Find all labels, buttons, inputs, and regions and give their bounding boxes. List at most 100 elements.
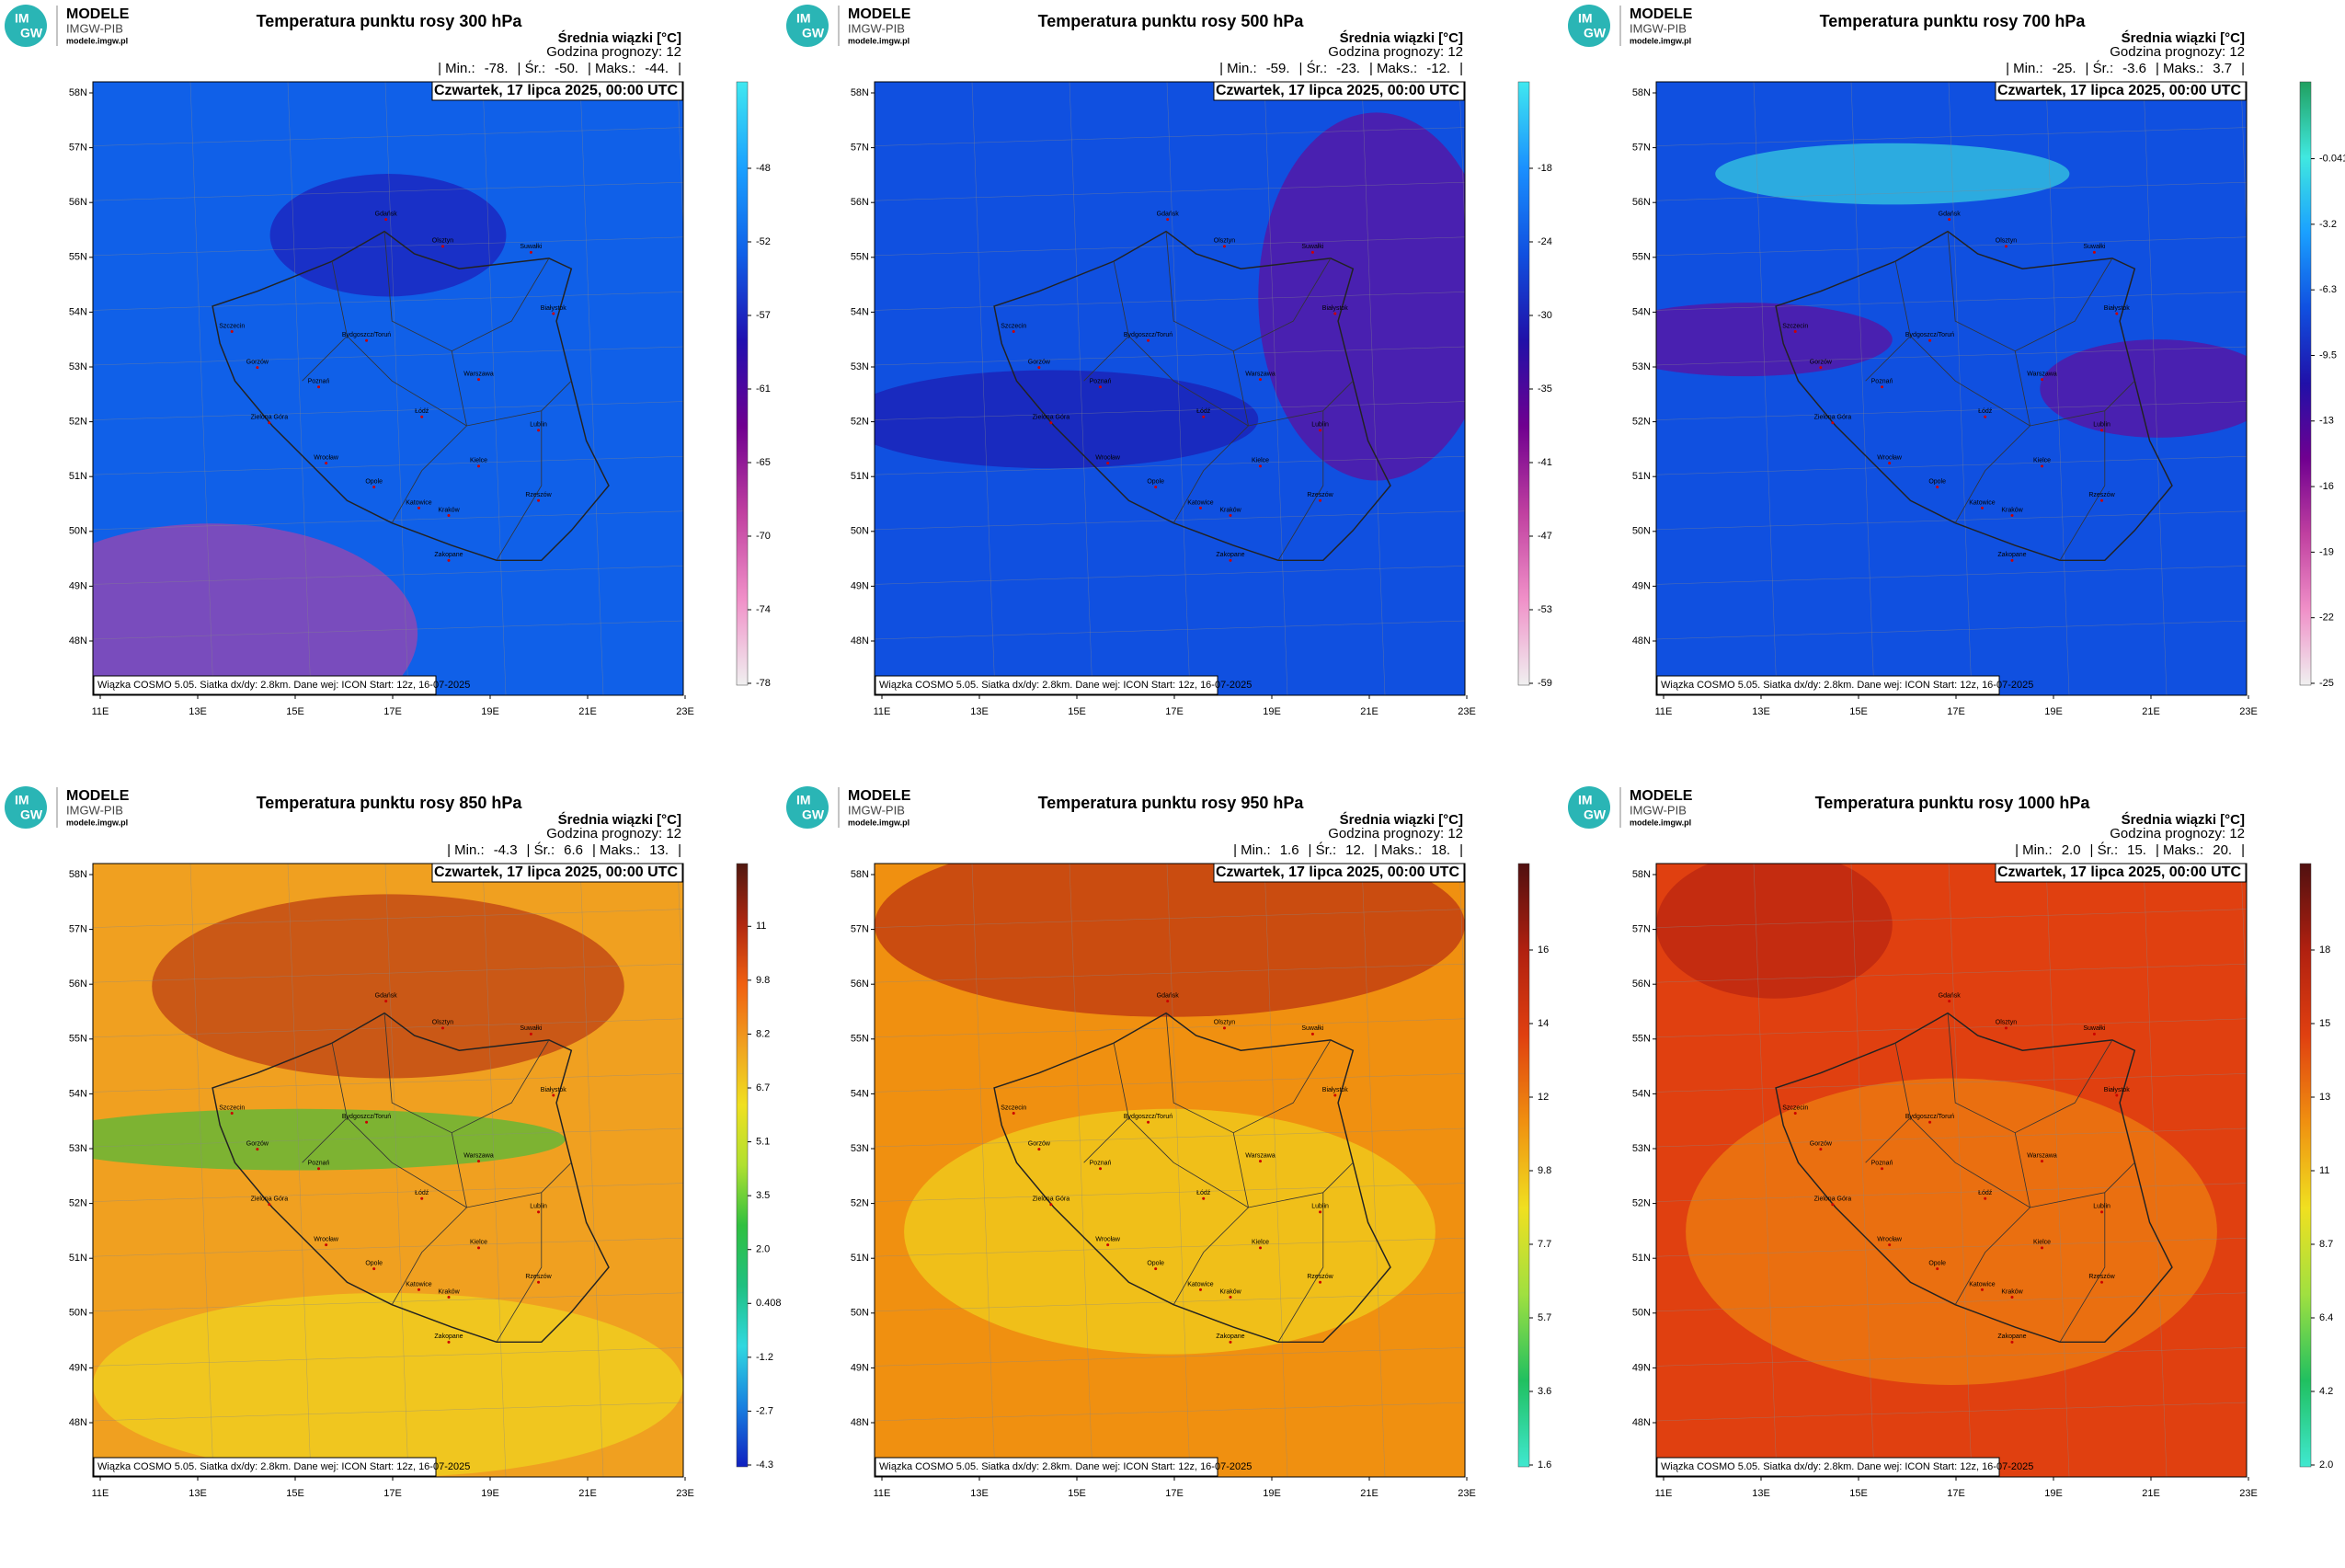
map-title: Temperatura punktu rosy 700 hPa: [1820, 12, 2087, 30]
parallel: [875, 292, 1465, 311]
meridian: [677, 864, 683, 1017]
date-box: [431, 81, 683, 101]
forecast-hour: Godzina prognozy: 12: [2110, 826, 2245, 841]
colorbar-label: -22: [2319, 612, 2334, 624]
map-area: Gdańsk Olsztyn Suwałki Szczecin Białystok Byd…: [93, 864, 683, 1477]
stats-item: | Maks.:: [2156, 61, 2203, 76]
parallel: [93, 1183, 683, 1202]
city-label: Suwałki: [520, 244, 543, 250]
lon-label: 15E: [1068, 706, 1086, 717]
lat-label: 50N: [1632, 526, 1651, 537]
meridian: [2143, 864, 2168, 1477]
subtitle: Średnia wiązki [°C]: [2122, 811, 2245, 828]
city-dot: [1229, 1296, 1232, 1299]
footer-box: [93, 675, 437, 695]
city-dot: [417, 1288, 420, 1291]
parallel: [875, 1402, 1465, 1422]
city-dot: [1936, 1267, 1939, 1271]
region-border: [1083, 231, 1354, 561]
lon-label: 13E: [970, 1488, 989, 1499]
colorbar-label: -52: [756, 236, 771, 247]
city-dot: [552, 1093, 555, 1097]
city-label: Suwałki: [2083, 244, 2106, 250]
map-field-blob: [904, 1108, 1436, 1355]
logo-name: MODELE: [66, 6, 130, 22]
footer: Wiązka COSMO 5.05. Siatka dx/dy: 2.8km. …: [879, 680, 1252, 691]
lat-label: 58N: [69, 87, 87, 98]
city-label: Rzeszów: [1307, 1274, 1333, 1280]
city-label: Kielce: [1252, 458, 1269, 464]
city-dot: [1936, 486, 1939, 489]
parallel: [875, 127, 1465, 146]
city-label: Katowice: [1969, 499, 1996, 506]
meridian: [1069, 82, 1093, 695]
colorbar-label: 2.0: [2319, 1459, 2333, 1471]
parallel: [93, 1018, 683, 1038]
city-dot: [317, 1167, 321, 1171]
city-label: Zakopane: [1997, 1333, 2026, 1340]
city-dot: [365, 1120, 369, 1124]
colorbar-label: -78: [756, 678, 771, 689]
city-label: Szczecin: [1782, 1104, 1808, 1111]
stats-item: | Śr.:: [1309, 841, 1337, 858]
parallel: [93, 566, 683, 585]
stats-item: |: [678, 842, 681, 858]
city-label: Wrocław: [1095, 454, 1121, 461]
lat-label: 53N: [851, 1143, 869, 1154]
forecast-hour: Godzina prognozy: 12: [1328, 44, 1463, 60]
footer-box: [1656, 675, 2000, 695]
colorbar-label: 8.2: [756, 1028, 770, 1039]
lon-label: 23E: [2239, 1488, 2258, 1499]
lat-label: 55N: [851, 1034, 869, 1045]
logo-name: MODELE: [1630, 788, 1693, 804]
stats-item: | Min.:: [447, 842, 485, 858]
city-label: Rzeszów: [525, 1274, 552, 1280]
parallel: [93, 1127, 683, 1148]
lat-label: 51N: [1632, 1253, 1651, 1264]
logo-name: MODELE: [848, 788, 911, 804]
city-dot: [1928, 338, 1932, 342]
stats-item: | Śr.:: [1299, 60, 1328, 76]
city-dot: [1948, 218, 1951, 222]
city-label: Białystok: [541, 305, 567, 312]
lat-label: 49N: [69, 580, 87, 591]
colorbar-label: 6.7: [756, 1082, 770, 1093]
stats-item: | Śr.:: [518, 60, 546, 76]
meridian: [1753, 864, 1778, 1477]
city-label: Gorzów: [1028, 1140, 1051, 1147]
colorbar-label: -30: [1538, 310, 1552, 321]
lon-label: 15E: [286, 706, 304, 717]
forecast-hour: Godzina prognozy: 12: [546, 44, 681, 60]
colorbar: [1517, 863, 1530, 1468]
city-dot: [1049, 1203, 1053, 1207]
city-label: Zakopane: [1997, 552, 2026, 558]
stats-item: -44.: [645, 61, 669, 76]
lat-label: 50N: [851, 1308, 869, 1319]
map-area: Gdańsk Olsztyn Suwałki Szczecin Białystok Byd…: [875, 864, 1465, 1477]
parallel: [93, 127, 683, 146]
map-frame: [874, 81, 1466, 696]
city-label: Gdańsk: [1939, 211, 1962, 217]
stats-item: -78.: [485, 61, 509, 76]
logo-top: IM: [15, 793, 29, 807]
lat-label: 58N: [1632, 87, 1651, 98]
date: Czwartek, 17 lipca 2025, 00:00 UTC: [434, 864, 678, 880]
city-label: Poznań: [1871, 379, 1893, 385]
parallel: [93, 1347, 683, 1367]
city-label: Zakopane: [434, 552, 463, 558]
city-dot: [537, 429, 541, 432]
map-area: Gdańsk Olsztyn Suwałki Szczecin Białystok Byd…: [93, 82, 683, 695]
logo-top: IM: [1578, 11, 1593, 26]
subtitle: Średnia wiązki [°C]: [2122, 29, 2245, 46]
parallel: [875, 401, 1465, 420]
parallel: [1656, 1402, 2247, 1422]
parallel: [1656, 1347, 2247, 1367]
city-label: Gorzów: [1810, 359, 1833, 365]
city-dot: [365, 338, 369, 342]
city-label: Olsztyn: [432, 1020, 453, 1026]
colorbar-label: 13: [2319, 1092, 2330, 1103]
logo-org: IMGW-PIB: [1630, 803, 1687, 817]
stats-item: |: [1459, 61, 1463, 76]
city-label: Olsztyn: [1214, 238, 1235, 245]
